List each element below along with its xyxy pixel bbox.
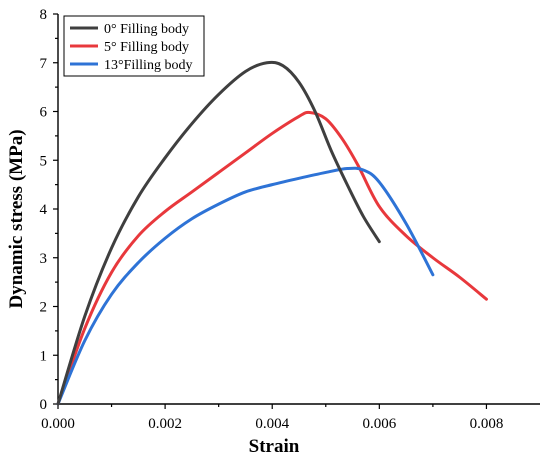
legend-label: 5° Filling body bbox=[104, 40, 189, 55]
y-tick-label: 7 bbox=[40, 56, 48, 72]
series-5deg-line bbox=[56, 110, 488, 406]
y-tick-label: 8 bbox=[40, 7, 48, 23]
y-tick-label: 3 bbox=[40, 251, 48, 267]
x-tick-label: 0.004 bbox=[255, 416, 289, 432]
y-tick-label: 4 bbox=[40, 202, 48, 218]
x-tick-label: 0.000 bbox=[41, 416, 75, 432]
y-tick-label: 6 bbox=[40, 105, 48, 121]
x-axis-title: Strain bbox=[249, 436, 300, 457]
y-tick-label: 5 bbox=[40, 153, 48, 169]
series-13deg-line bbox=[56, 166, 435, 406]
y-tick-label: 1 bbox=[40, 348, 48, 364]
legend-label: 13°Filling body bbox=[104, 58, 192, 73]
x-tick-label: 0.002 bbox=[148, 416, 182, 432]
legend-label: 0° Filling body bbox=[104, 22, 189, 37]
axes: 0.000 0.002 0.004 0.006 0.008 0 1 2 3 4 5 6 7 8 bbox=[40, 7, 540, 432]
legend-item-13deg: 13°Filling body bbox=[70, 58, 192, 73]
legend-item-0deg: 0° Filling body bbox=[70, 22, 189, 37]
y-tick-label: 0 bbox=[40, 397, 48, 413]
x-tick-label: 0.006 bbox=[362, 416, 396, 432]
y-axis-title: Dynamic stress (MPa) bbox=[6, 129, 27, 308]
y-tick-label: 2 bbox=[40, 300, 48, 316]
legend: 0° Filling body 5° Filling body 13°Filling… bbox=[63, 15, 205, 77]
series-layer bbox=[56, 60, 488, 406]
legend-item-5deg: 5° Filling body bbox=[70, 40, 189, 55]
series-0deg-line bbox=[56, 60, 381, 406]
x-tick-label: 0.008 bbox=[470, 416, 504, 432]
